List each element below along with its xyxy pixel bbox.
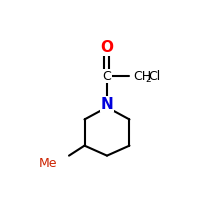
Text: O: O bbox=[100, 40, 114, 55]
Text: CH: CH bbox=[133, 70, 151, 83]
Text: Me: Me bbox=[39, 157, 57, 170]
Text: Cl: Cl bbox=[148, 70, 160, 83]
Text: C: C bbox=[103, 70, 111, 83]
Text: 2: 2 bbox=[146, 75, 151, 84]
Text: N: N bbox=[101, 97, 113, 111]
